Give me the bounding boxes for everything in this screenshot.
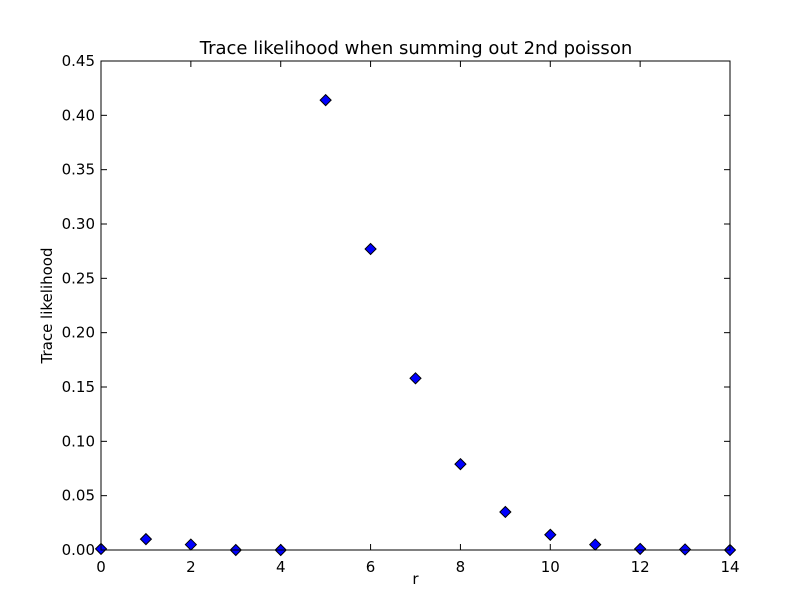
data-point-marker (678, 543, 692, 556)
data-point-marker (633, 542, 647, 556)
x-axis-label: r (412, 570, 419, 588)
y-tick-label: 0.30 (62, 215, 95, 233)
y-tick-label: 0.05 (62, 487, 95, 505)
data-point-marker (319, 93, 332, 107)
y-tick-label: 0.10 (62, 432, 95, 450)
plot-frame (100, 60, 731, 551)
y-tick-label: 0.40 (62, 106, 95, 124)
x-tick-label: 8 (456, 558, 466, 576)
data-point-marker (454, 457, 467, 471)
y-tick-label: 0.45 (62, 52, 95, 70)
y-axis-tick-labels: 0.00 0.05 0.10 0.15 0.20 0.25 0.30 0.35 0.40 0.45 (62, 52, 95, 559)
plot-area (101, 61, 730, 550)
y-tick-label: 0.00 (62, 541, 95, 559)
x-tick-label: 10 (541, 558, 560, 576)
chart-title: Trace likelihood when summing out 2nd po… (199, 38, 632, 59)
y-axis-label: Trace likelihood (38, 248, 56, 365)
plot-background (101, 61, 730, 550)
data-point-marker (499, 505, 512, 519)
x-tick-label: 12 (631, 558, 650, 576)
x-tick-label: 4 (276, 558, 286, 576)
y-tick-label: 0.35 (62, 161, 95, 179)
x-tick-label: 2 (186, 558, 196, 576)
x-tick-label: 6 (366, 558, 376, 576)
y-tick-label: 0.15 (62, 378, 95, 396)
x-tick-label: 14 (720, 558, 739, 576)
x-tick-label: 0 (96, 558, 106, 576)
data-points (94, 93, 737, 557)
data-point-marker (544, 528, 557, 541)
data-point-marker (139, 532, 153, 546)
y-tick-label: 0.25 (62, 269, 95, 287)
data-point-marker (364, 242, 377, 256)
x-axis-tick-labels: 0 2 4 6 8 10 12 14 (96, 558, 739, 576)
y-tick-label: 0.20 (62, 324, 95, 342)
data-point-marker (409, 372, 422, 385)
